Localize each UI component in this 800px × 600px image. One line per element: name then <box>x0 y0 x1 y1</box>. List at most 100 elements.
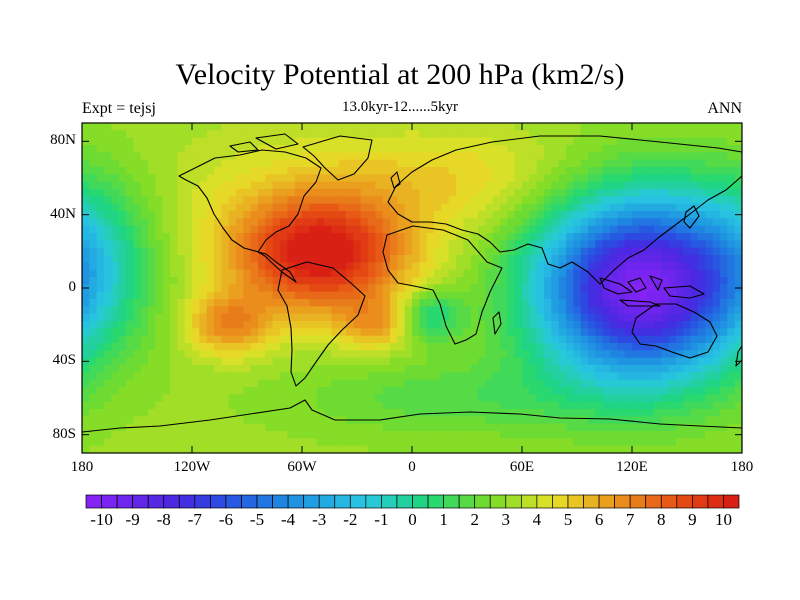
colorbar-box <box>629 494 647 509</box>
field-cell <box>573 438 582 447</box>
field-cell <box>184 401 193 410</box>
field-cell <box>302 277 310 285</box>
field-cell <box>375 167 384 175</box>
field-cell <box>309 203 318 212</box>
field-cell <box>588 181 596 190</box>
field-cell <box>133 401 142 410</box>
coastline-arctic-islands <box>229 133 299 153</box>
field-cell <box>712 255 721 263</box>
field-cell <box>646 247 655 256</box>
field-cell <box>126 313 134 322</box>
field-cell <box>199 350 208 359</box>
field-cell <box>588 174 596 183</box>
field-cell <box>118 401 127 410</box>
field-cell <box>111 350 120 359</box>
field-cell <box>82 240 90 249</box>
field-cell <box>514 299 523 307</box>
field-cell <box>228 387 237 395</box>
field-cell <box>580 350 589 359</box>
field-cell <box>595 233 604 241</box>
field-cell <box>426 343 435 351</box>
field-cell <box>573 218 582 227</box>
field-cell <box>661 262 670 271</box>
field-cell <box>727 277 736 285</box>
field-cell <box>485 196 494 205</box>
field-cell <box>324 225 332 234</box>
field-cell <box>595 431 604 439</box>
field-cell <box>287 211 296 219</box>
field-cell <box>316 218 325 227</box>
field-cell <box>456 423 464 432</box>
field-cell <box>610 130 618 139</box>
field-cell <box>727 438 736 447</box>
field-cell <box>734 225 742 234</box>
field-cell <box>104 306 112 315</box>
field-cell <box>456 196 464 205</box>
field-cell <box>206 423 215 432</box>
field-cell <box>676 335 684 344</box>
field-cell <box>544 174 552 183</box>
field-cell <box>375 189 384 197</box>
field-cell <box>580 423 589 432</box>
field-cell <box>82 387 90 395</box>
field-cell <box>280 372 288 381</box>
field-cell <box>617 145 626 153</box>
field-cell <box>456 438 464 447</box>
field-cell <box>338 350 347 359</box>
field-cell <box>485 372 494 381</box>
field-cell <box>668 431 677 439</box>
field-cell <box>96 167 105 175</box>
field-cell <box>698 313 706 322</box>
field-cell <box>558 130 567 139</box>
field-cell <box>140 365 149 373</box>
field-cell <box>529 394 538 403</box>
field-cell <box>676 203 684 212</box>
field-cell <box>294 423 303 432</box>
field-cell <box>360 306 369 315</box>
field-cell <box>426 431 435 439</box>
field-cell <box>82 291 90 300</box>
colorbar-box <box>396 494 413 509</box>
field-cell <box>148 438 156 447</box>
field-cell <box>397 401 406 410</box>
field-cell <box>412 159 420 168</box>
field-cell <box>390 423 398 432</box>
field-cell <box>602 218 611 227</box>
field-cell <box>463 218 472 227</box>
field-cell <box>214 255 222 263</box>
field-cell <box>89 218 98 227</box>
field-cell <box>404 255 413 263</box>
field-cell <box>368 423 376 432</box>
field-cell <box>514 335 523 344</box>
field-cell <box>280 225 288 234</box>
field-cell <box>199 284 208 293</box>
field-cell <box>397 379 406 388</box>
field-cell <box>727 189 736 197</box>
field-cell <box>375 445 384 453</box>
field-cell <box>500 445 508 453</box>
field-cell <box>111 445 120 453</box>
field-cell <box>426 284 435 293</box>
field-cell <box>485 255 494 263</box>
field-cell <box>668 438 677 447</box>
colorbar-box <box>676 494 693 509</box>
field-cell <box>610 196 618 205</box>
field-cell <box>287 438 296 447</box>
field-cell <box>192 423 200 432</box>
field-cell <box>324 321 332 329</box>
field-cell <box>228 401 237 410</box>
field-cell <box>580 438 589 447</box>
field-cell <box>111 357 120 366</box>
field-cell <box>170 196 178 205</box>
field-cell <box>382 152 391 161</box>
field-cell <box>309 379 318 388</box>
field-cell <box>228 431 237 439</box>
field-cell <box>214 233 222 241</box>
field-cell <box>580 409 589 417</box>
field-cell <box>712 269 721 278</box>
coastline-australia <box>631 303 718 359</box>
field-cell <box>272 247 281 256</box>
field-cell <box>573 350 582 359</box>
field-cell <box>734 174 742 183</box>
field-cell <box>434 123 442 131</box>
